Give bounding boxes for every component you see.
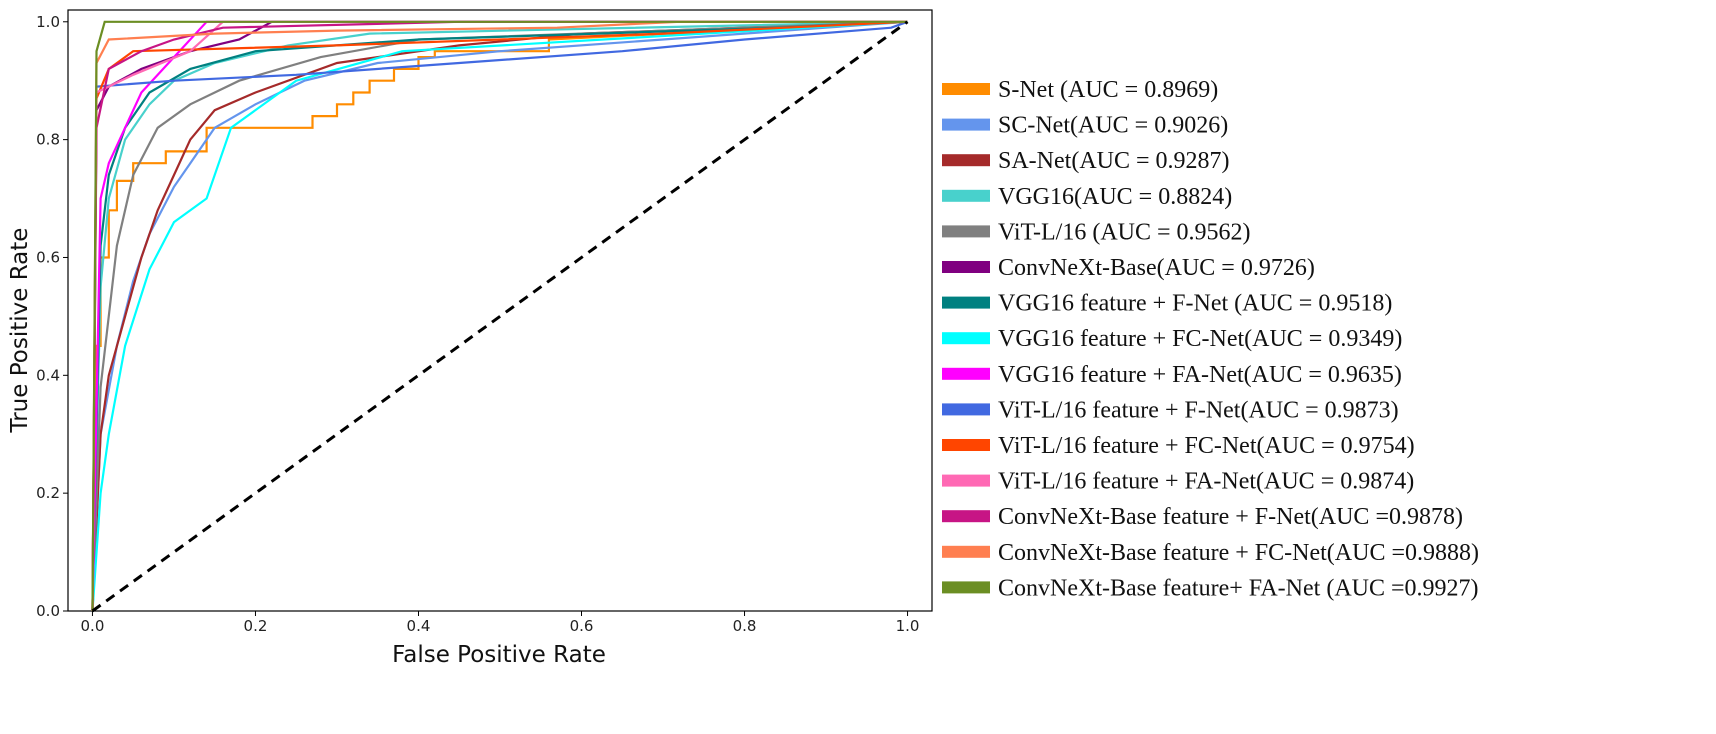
x-tick-label: 0.4 xyxy=(407,617,431,635)
y-axis: 0.0 0.2 0.4 0.6 0.8 1.0 xyxy=(36,13,68,620)
x-tick-label: 0.8 xyxy=(733,617,757,635)
plot-frame xyxy=(67,9,933,612)
y-tick-label: 0.0 xyxy=(36,602,60,620)
legend-label: ViT-L/16 feature + F-Net(AUC = 0.9873) xyxy=(998,397,1399,423)
y-tick-label: 0.2 xyxy=(36,484,60,502)
legend-label: ViT-L/16 feature + FC-Net(AUC = 0.9754) xyxy=(998,433,1415,459)
legend-swatch xyxy=(942,189,990,202)
legend-swatch xyxy=(942,225,990,238)
chance-diagonal xyxy=(91,20,909,613)
legend-swatch xyxy=(942,581,990,594)
roc-curve-10 xyxy=(91,20,908,612)
legend-swatch xyxy=(942,474,990,487)
legend-label: ConvNeXt-Base(AUC = 0.9726) xyxy=(998,255,1315,281)
roc-curve-9 xyxy=(91,20,908,612)
legend: S-Net (AUC = 0.8969) SC-Net(AUC = 0.9026)… xyxy=(942,77,1479,601)
legend-label: S-Net (AUC = 0.8969) xyxy=(998,77,1218,103)
x-tick-label: 1.0 xyxy=(896,617,920,635)
x-tick-label: 0.2 xyxy=(244,617,268,635)
legend-swatch xyxy=(942,545,990,558)
legend-swatch xyxy=(942,439,990,451)
legend-swatch xyxy=(942,83,990,95)
legend-label: ConvNeXt-Base feature + FC-Net(AUC =0.98… xyxy=(998,540,1479,566)
roc-curve-11 xyxy=(91,20,908,612)
legend-label: VGG16(AUC = 0.8824) xyxy=(998,184,1232,210)
legend-label: ConvNeXt-Base feature + F-Net(AUC =0.987… xyxy=(998,504,1463,530)
legend-swatch xyxy=(942,367,990,380)
y-tick-label: 1.0 xyxy=(36,13,60,31)
x-tick-label: 0.6 xyxy=(570,617,594,635)
legend-label: ViT-L/16 (AUC = 0.9562) xyxy=(998,219,1251,245)
y-axis-title: True Positive Rate xyxy=(7,228,33,434)
roc-curve-6 xyxy=(91,20,908,612)
roc-curve-4 xyxy=(91,20,908,612)
legend-swatch xyxy=(942,332,990,345)
legend-label: VGG16 feature + FC-Net(AUC = 0.9349) xyxy=(998,326,1402,352)
x-axis-title: False Positive Rate xyxy=(392,642,606,668)
x-tick-label: 0.0 xyxy=(81,617,105,635)
legend-label: SA-Net(AUC = 0.9287) xyxy=(998,148,1230,174)
legend-swatch xyxy=(942,403,990,416)
legend-label: SC-Net(AUC = 0.9026) xyxy=(998,113,1228,139)
legend-label: ConvNeXt-Base feature+ FA-Net (AUC =0.99… xyxy=(998,575,1479,601)
legend-label: VGG16 feature + FA-Net(AUC = 0.9635) xyxy=(998,362,1402,388)
y-tick-label: 0.6 xyxy=(36,248,60,266)
legend-swatch xyxy=(942,261,990,273)
series-layer xyxy=(91,20,908,612)
legend-swatch xyxy=(942,154,990,167)
legend-swatch xyxy=(942,296,990,309)
roc-curve-15 xyxy=(91,20,908,612)
x-axis: 0.0 0.2 0.4 0.6 0.8 1.0 xyxy=(81,611,920,635)
legend-label: VGG16 feature + F-Net (AUC = 0.9518) xyxy=(998,291,1392,317)
legend-swatch xyxy=(942,510,990,523)
roc-curve-8 xyxy=(91,20,908,612)
legend-swatch xyxy=(942,118,990,131)
y-tick-label: 0.4 xyxy=(36,366,60,384)
legend-label: ViT-L/16 feature + FA-Net(AUC = 0.9874) xyxy=(998,469,1414,495)
y-tick-label: 0.8 xyxy=(36,131,60,149)
roc-curve-5 xyxy=(91,20,908,612)
plot-area xyxy=(67,9,933,613)
